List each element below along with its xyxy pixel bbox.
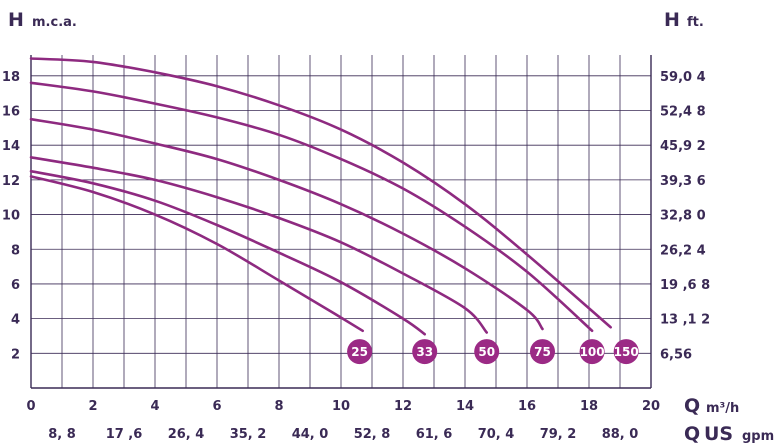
badge-75 — [530, 339, 555, 365]
x2-tick-label: 26, 4 — [168, 427, 205, 442]
curve-75 — [29, 117, 544, 331]
x-tick-label: 2 — [88, 399, 97, 414]
x2-tick-label: 88, 0 — [602, 427, 639, 442]
y-tick-label: 12 — [2, 174, 20, 189]
badge-50 — [474, 339, 500, 365]
badge-33 — [412, 339, 438, 365]
y2-tick-label: 39,3 6 — [660, 174, 706, 189]
badge-label-33: 33 — [416, 345, 433, 359]
x-tick-label: 0 — [26, 399, 35, 414]
x2-tick-label: 52, 8 — [354, 427, 391, 442]
y-tick-label: 4 — [11, 313, 20, 328]
y-tick-label: 6 — [11, 278, 20, 293]
right-axis-unit: ft. — [687, 15, 704, 30]
x-tick-label: 18 — [580, 399, 598, 414]
x-tick-label: 10 — [332, 399, 350, 414]
badge-label-100: 100 — [580, 345, 605, 359]
badge-150 — [613, 339, 639, 365]
curve-150 — [29, 57, 612, 329]
y2-tick-label: 26,2 4 — [660, 243, 706, 258]
y2-tick-label: 45,9 2 — [660, 139, 706, 154]
x-tick-label: 16 — [518, 399, 536, 414]
x2-tick-label: 79, 2 — [540, 427, 577, 442]
x-tick-label: 4 — [150, 399, 159, 414]
badge-label-150: 150 — [614, 345, 639, 359]
x2-axis-mid: US — [704, 423, 733, 445]
y-tick-label: 8 — [11, 243, 20, 258]
x-tick-label: 8 — [274, 399, 283, 414]
x-tick-label: 20 — [642, 399, 660, 414]
x2-axis-unit: gpm — [742, 429, 774, 444]
x-axis-unit: m³/h — [706, 401, 739, 416]
curve-25 — [29, 175, 364, 333]
y2-tick-label: 19 ,6 8 — [660, 278, 710, 293]
x2-tick-label: 61, 6 — [416, 427, 453, 442]
x-tick-label: 14 — [456, 399, 474, 414]
curve-100 — [29, 81, 594, 333]
right-axis-symbol: H — [664, 9, 680, 31]
y2-tick-label: 6,56 — [660, 347, 692, 362]
left-axis-symbol: H — [8, 9, 24, 31]
badge-label-75: 75 — [534, 345, 551, 359]
y2-tick-label: 59,0 4 — [660, 70, 706, 85]
x2-tick-label: 35, 2 — [230, 427, 267, 442]
y-tick-label: 16 — [2, 105, 20, 120]
x2-axis-symbol: Q — [684, 423, 700, 445]
x-tick-label: 12 — [394, 399, 412, 414]
x2-tick-label: 17 ,6 — [106, 427, 143, 442]
curve-33 — [29, 169, 426, 336]
badge-label-25: 25 — [351, 345, 368, 359]
curve-50 — [29, 156, 488, 334]
x2-tick-label: 8, 8 — [48, 427, 76, 442]
x2-tick-label: 44, 0 — [292, 427, 329, 442]
x2-tick-label: 70, 4 — [478, 427, 515, 442]
badge-25 — [347, 339, 373, 365]
y-tick-label: 10 — [2, 209, 20, 224]
y2-tick-label: 32,8 0 — [660, 209, 706, 224]
y-tick-label: 18 — [2, 70, 20, 85]
badge-100 — [579, 339, 605, 365]
badge-label-50: 50 — [478, 345, 495, 359]
y2-tick-label: 13 ,1 2 — [660, 313, 710, 328]
y-tick-label: 14 — [2, 139, 20, 154]
x-tick-label: 6 — [212, 399, 221, 414]
x-axis-symbol: Q — [684, 395, 700, 417]
left-axis-unit: m.c.a. — [32, 15, 77, 30]
y2-tick-label: 52,4 8 — [660, 105, 706, 120]
y-tick-label: 2 — [11, 347, 20, 362]
